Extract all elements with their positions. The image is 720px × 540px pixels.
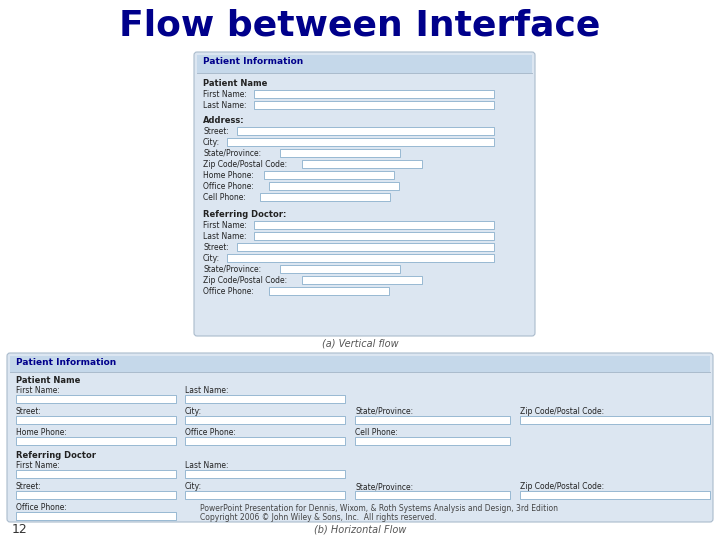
Text: Zip Code/Postal Code:: Zip Code/Postal Code: <box>203 276 287 285</box>
Text: Last Name:: Last Name: <box>203 232 246 241</box>
Bar <box>355 491 510 499</box>
Text: Office Phone:: Office Phone: <box>16 503 67 512</box>
Text: Patient Name: Patient Name <box>16 376 81 385</box>
Text: Street:: Street: <box>203 243 229 252</box>
Text: Zip Code/Postal Code:: Zip Code/Postal Code: <box>520 482 604 491</box>
Bar <box>185 437 345 445</box>
Bar <box>520 416 710 424</box>
Bar <box>355 437 510 445</box>
Text: First Name:: First Name: <box>16 461 60 470</box>
Bar <box>269 182 399 190</box>
Bar <box>254 221 494 229</box>
Text: Last Name:: Last Name: <box>185 386 228 395</box>
Text: State/Province:: State/Province: <box>203 265 261 274</box>
Text: Patient Information: Patient Information <box>203 57 303 66</box>
Bar <box>237 243 494 251</box>
Bar <box>10 356 710 372</box>
Bar <box>16 395 176 403</box>
Bar <box>254 90 494 98</box>
Bar <box>185 416 345 424</box>
Bar <box>237 127 494 135</box>
Bar <box>254 232 494 240</box>
Text: Zip Code/Postal Code:: Zip Code/Postal Code: <box>203 160 287 169</box>
Bar <box>254 101 494 109</box>
Bar <box>227 138 494 146</box>
Bar <box>185 491 345 499</box>
Bar <box>280 149 400 157</box>
Text: Cell Phone:: Cell Phone: <box>355 428 398 437</box>
Text: First Name:: First Name: <box>16 386 60 395</box>
Bar <box>520 491 710 499</box>
Bar <box>16 491 176 499</box>
Bar <box>227 254 494 262</box>
Text: Street:: Street: <box>16 482 42 491</box>
Text: Last Name:: Last Name: <box>203 101 246 110</box>
Text: Street:: Street: <box>16 407 42 416</box>
Text: Flow between Interface: Flow between Interface <box>120 8 600 42</box>
Bar <box>197 55 532 73</box>
Text: State/Province:: State/Province: <box>203 149 261 158</box>
Text: (b) Horizontal Flow: (b) Horizontal Flow <box>314 524 406 534</box>
Text: 12: 12 <box>12 523 28 536</box>
Text: Zip Code/Postal Code:: Zip Code/Postal Code: <box>520 407 604 416</box>
Text: Office Phone:: Office Phone: <box>185 428 236 437</box>
Text: PowerPoint Presentation for Dennis, Wixom, & Roth Systems Analysis and Design, 3: PowerPoint Presentation for Dennis, Wixo… <box>200 504 558 513</box>
Text: City:: City: <box>185 482 202 491</box>
Bar <box>269 287 389 295</box>
Text: Last Name:: Last Name: <box>185 461 228 470</box>
Text: Cell Phone:: Cell Phone: <box>203 193 246 202</box>
FancyBboxPatch shape <box>194 52 535 336</box>
Bar <box>185 470 345 478</box>
Text: Home Phone:: Home Phone: <box>16 428 67 437</box>
Bar <box>302 160 422 168</box>
Text: First Name:: First Name: <box>203 221 247 230</box>
Bar <box>185 395 345 403</box>
Text: Office Phone:: Office Phone: <box>203 287 254 296</box>
Bar <box>355 416 510 424</box>
Text: State/Province:: State/Province: <box>355 407 413 416</box>
Text: Copyright 2006 © John Wiley & Sons, Inc.  All rights reserved.: Copyright 2006 © John Wiley & Sons, Inc.… <box>200 513 436 522</box>
Text: Referring Doctor: Referring Doctor <box>16 451 96 460</box>
Text: Referring Doctor:: Referring Doctor: <box>203 210 287 219</box>
Bar <box>280 265 400 273</box>
Bar <box>264 171 394 179</box>
Text: (a) Vertical flow: (a) Vertical flow <box>322 338 398 348</box>
Bar <box>16 437 176 445</box>
Text: State/Province:: State/Province: <box>355 482 413 491</box>
Text: City:: City: <box>185 407 202 416</box>
Bar <box>260 193 390 201</box>
Text: Address:: Address: <box>203 116 245 125</box>
Text: City:: City: <box>203 138 220 147</box>
Text: Home Phone:: Home Phone: <box>203 171 254 180</box>
Text: First Name:: First Name: <box>203 90 247 99</box>
Bar <box>302 276 422 284</box>
Text: Patient Name: Patient Name <box>203 79 267 88</box>
Text: Street:: Street: <box>203 127 229 136</box>
Text: Patient Information: Patient Information <box>16 358 116 367</box>
Bar <box>16 470 176 478</box>
Text: Office Phone:: Office Phone: <box>203 182 254 191</box>
Bar <box>16 512 176 520</box>
FancyBboxPatch shape <box>7 353 713 522</box>
Bar <box>16 416 176 424</box>
Text: City:: City: <box>203 254 220 263</box>
